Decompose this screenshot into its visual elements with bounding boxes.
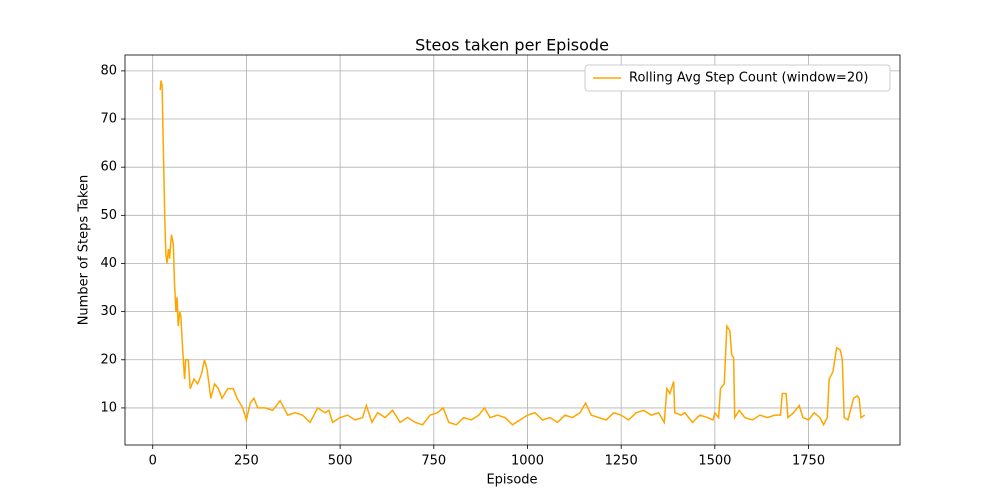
x-tick-label: 1000: [511, 454, 544, 469]
y-tick-label: 60: [100, 160, 117, 175]
y-tick-label: 10: [100, 400, 117, 415]
y-tick-label: 70: [100, 112, 117, 127]
legend-label: Rolling Avg Step Count (window=20): [629, 71, 868, 86]
legend-box: [584, 64, 891, 92]
x-axis-label: Episode: [486, 473, 537, 488]
y-tick-label: 20: [100, 352, 117, 367]
y-tick-label: 80: [100, 63, 117, 78]
data-line: [159, 80, 866, 427]
plot-frame: [124, 54, 901, 446]
chart-title: Steos taken per Episode: [415, 36, 609, 55]
legend: Rolling Avg Step Count (window=20): [584, 64, 891, 92]
x-tick-label: 1500: [698, 454, 731, 469]
x-tick-label: 250: [234, 454, 259, 469]
x-tick-label: 1250: [605, 454, 638, 469]
y-tick-label: 40: [100, 256, 117, 271]
y-tick-label: 30: [100, 304, 117, 319]
x-tick-label: 1750: [792, 454, 825, 469]
x-tick-label: 0: [149, 454, 157, 469]
x-tick-label: 500: [328, 454, 353, 469]
x-tick-label: 750: [421, 454, 446, 469]
y-tick-label: 50: [100, 208, 117, 223]
y-axis-label: Number of Steps Taken: [77, 175, 92, 326]
